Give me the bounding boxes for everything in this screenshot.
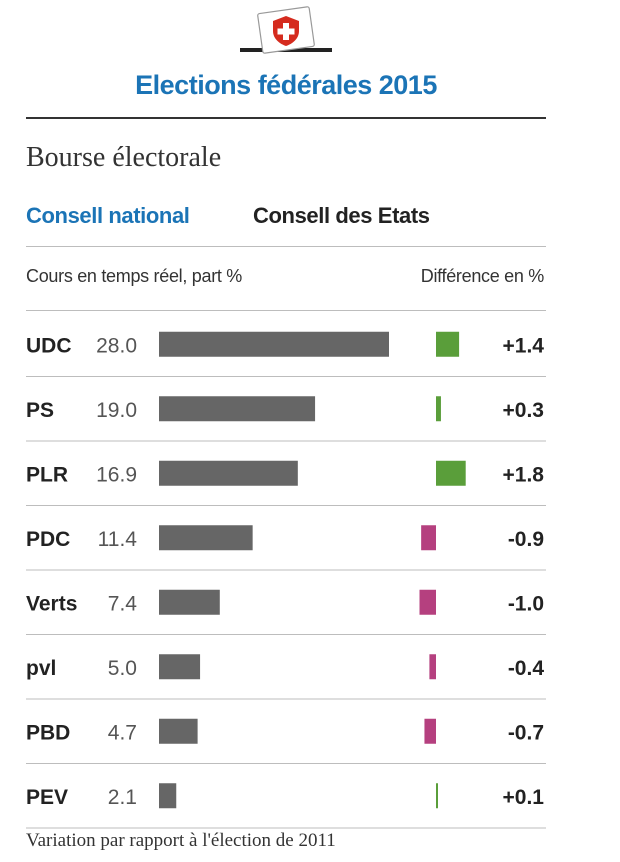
difference-bar — [419, 589, 436, 615]
share-value-label: 19.0 — [96, 399, 137, 422]
share-bar — [159, 331, 389, 357]
party-label: PBD — [26, 721, 70, 744]
share-value-label: 16.9 — [96, 463, 137, 486]
difference-value-label: +0.1 — [503, 786, 545, 809]
party-label: PEV — [26, 786, 68, 809]
difference-value-label: -1.0 — [508, 592, 544, 615]
share-bar — [159, 460, 298, 486]
difference-bar — [436, 396, 441, 422]
difference-value-label: +1.8 — [503, 463, 545, 486]
party-label: pvl — [26, 657, 56, 680]
share-value-label: 4.7 — [108, 721, 137, 744]
swiss-ballot-box-icon — [240, 6, 332, 54]
share-value-label: 7.4 — [108, 592, 138, 615]
difference-value-label: -0.7 — [508, 721, 544, 744]
share-value-label: 11.4 — [98, 528, 138, 551]
party-label: PLR — [26, 463, 68, 486]
share-bar — [159, 396, 316, 422]
share-bar — [159, 783, 177, 809]
party-label: UDC — [26, 334, 72, 357]
difference-bar — [421, 525, 436, 551]
difference-bar — [429, 654, 436, 680]
tab-conseil-national[interactable]: Consell national — [26, 203, 190, 228]
chart-subtitle: Bourse électorale — [26, 142, 222, 173]
share-bar — [159, 654, 201, 680]
header-divider — [26, 310, 546, 311]
chart-title: Elections fédérales 2015 — [135, 70, 437, 100]
share-bar — [159, 525, 253, 551]
difference-column-header: Différence en % — [420, 266, 545, 286]
difference-bar — [436, 331, 460, 357]
chart-footnote: Variation par rapport à l'élection de 20… — [26, 830, 336, 851]
share-value-label: 5.0 — [108, 657, 137, 680]
title-divider — [26, 117, 546, 119]
difference-value-label: +1.4 — [503, 334, 545, 357]
share-bar — [159, 718, 198, 744]
share-value-label: 2.1 — [108, 786, 137, 809]
share-column-header: Cours en temps réel, part % — [26, 266, 242, 286]
tabs-divider — [26, 246, 546, 247]
share-value-label: 28.0 — [96, 334, 137, 357]
party-label: PS — [26, 399, 54, 422]
difference-bar — [436, 460, 466, 486]
difference-value-label: +0.3 — [503, 399, 544, 422]
difference-value-label: -0.4 — [508, 657, 545, 680]
difference-bar — [424, 718, 436, 744]
tab-conseil-des-etats[interactable]: Consell des Etats — [253, 203, 430, 228]
party-label: Verts — [26, 592, 77, 615]
share-bar — [159, 589, 220, 615]
difference-bar — [436, 783, 438, 809]
party-label: PDC — [26, 528, 70, 551]
difference-value-label: -0.9 — [508, 528, 544, 551]
